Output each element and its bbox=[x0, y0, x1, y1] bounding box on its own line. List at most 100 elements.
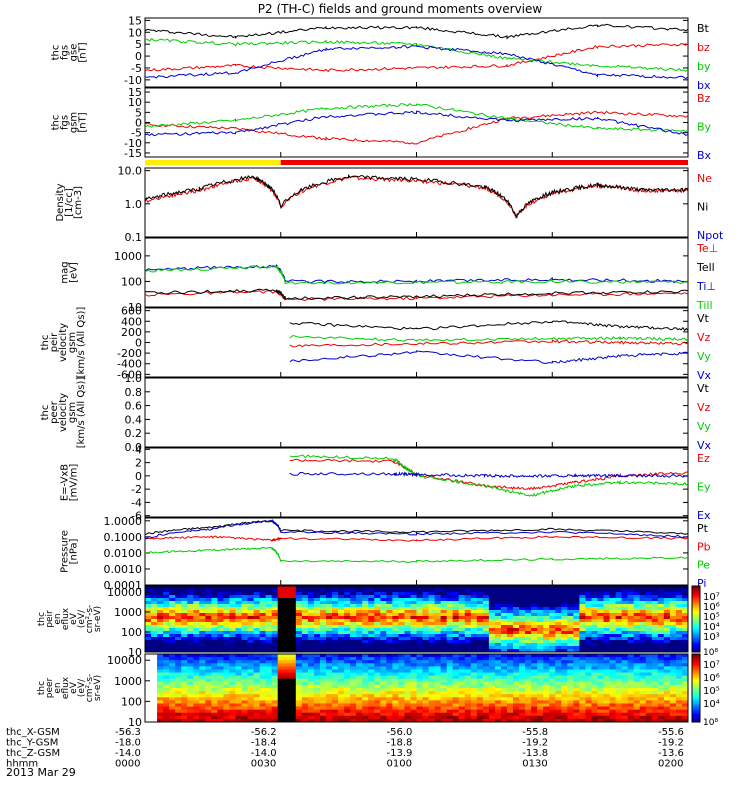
spectrogram-cell bbox=[452, 649, 460, 653]
spectrogram-cell bbox=[350, 654, 357, 658]
spectrogram-cell bbox=[410, 672, 417, 677]
spectrogram-cell bbox=[229, 643, 236, 647]
spectrogram-cell bbox=[537, 616, 544, 620]
spectrogram-cell bbox=[289, 684, 297, 689]
spectrogram-cell bbox=[199, 622, 206, 626]
spectrogram-cell bbox=[585, 634, 592, 638]
spectrogram-cell bbox=[362, 700, 369, 704]
spectrogram-cell bbox=[591, 643, 598, 647]
spectrogram-cell bbox=[326, 678, 333, 683]
x-tick-label: -18.8 bbox=[387, 738, 413, 749]
spectrogram-cell bbox=[416, 631, 424, 635]
spectrogram-cell bbox=[579, 628, 586, 632]
spectrogram-cell bbox=[585, 592, 592, 596]
spectrogram-cell bbox=[458, 613, 466, 617]
spectrogram-cell bbox=[488, 628, 496, 632]
spectrogram-cell bbox=[519, 669, 526, 674]
spectrogram-cell bbox=[374, 657, 381, 661]
spectrogram-cell bbox=[265, 643, 273, 647]
spectrogram-cell bbox=[374, 595, 381, 599]
spectrogram-cell bbox=[217, 718, 224, 723]
spectrogram-cell bbox=[241, 681, 249, 686]
spectrogram-cell bbox=[500, 684, 508, 689]
spectrogram-cell bbox=[386, 697, 393, 701]
spectrogram-cell bbox=[326, 607, 333, 611]
spectrogram-cell bbox=[470, 595, 478, 599]
spectrogram-cell bbox=[458, 625, 466, 629]
spectrogram-cell bbox=[259, 706, 267, 711]
spectrogram-cell bbox=[482, 691, 490, 695]
spectrogram-cell bbox=[519, 691, 526, 695]
spectrogram-cell bbox=[199, 675, 206, 680]
spectrogram-cell bbox=[283, 663, 291, 667]
spectrogram-cell bbox=[169, 675, 176, 680]
spectrogram-cell bbox=[639, 691, 647, 695]
spectrogram-cell bbox=[289, 657, 297, 661]
spectrogram-cell bbox=[633, 715, 641, 720]
spectrogram-cell bbox=[633, 631, 641, 635]
spectrogram-cell bbox=[410, 706, 417, 711]
spectrogram-cell bbox=[307, 607, 315, 611]
spectrogram-cell bbox=[145, 631, 152, 635]
spectrogram-cell bbox=[253, 637, 261, 641]
spectrogram-cell bbox=[398, 625, 405, 629]
series-Vt-line bbox=[289, 320, 689, 332]
spectrogram-cell bbox=[422, 718, 430, 723]
spectrogram-cell bbox=[555, 700, 562, 704]
spectrogram-cell bbox=[151, 703, 158, 708]
spectrogram-cell bbox=[621, 589, 629, 593]
spectrogram-cell bbox=[289, 675, 297, 680]
spectrogram-cell bbox=[416, 613, 424, 617]
spectrogram-cell bbox=[416, 706, 424, 711]
legend-By: By bbox=[697, 121, 712, 134]
spectrogram-cell bbox=[301, 688, 309, 692]
spectrogram-cell bbox=[362, 592, 369, 596]
spectrogram-cell bbox=[482, 672, 490, 677]
spectrogram-cell bbox=[398, 634, 405, 638]
spectrogram-cell bbox=[368, 622, 375, 626]
spectrogram-cell bbox=[398, 610, 405, 614]
spectrogram-cell bbox=[259, 709, 267, 714]
spectrogram-cell bbox=[229, 625, 236, 629]
legend-Vy: Vy bbox=[697, 420, 711, 433]
spectrogram-cell bbox=[428, 631, 436, 635]
spectrogram-cell bbox=[386, 625, 393, 629]
spectrogram-cell bbox=[163, 589, 170, 593]
spectrogram-cell bbox=[428, 718, 436, 723]
spectrogram-cell bbox=[567, 607, 574, 611]
spectrogram-cell bbox=[543, 598, 550, 602]
spectrogram-cell bbox=[537, 697, 544, 701]
spectrogram-cell bbox=[295, 681, 303, 686]
spectrogram-cell bbox=[271, 625, 279, 629]
spectrogram-cell bbox=[513, 628, 520, 632]
x-row-label: hhmm bbox=[6, 759, 38, 770]
spectrogram-cell bbox=[259, 625, 267, 629]
spectrogram-cell bbox=[645, 718, 653, 723]
spectrogram-cell bbox=[440, 691, 448, 695]
spectrogram-cell bbox=[301, 649, 309, 653]
spectrogram-cell bbox=[621, 637, 629, 641]
spectrogram-cell bbox=[543, 601, 550, 605]
spectrogram-cell bbox=[591, 637, 598, 641]
spectrogram-cell bbox=[289, 622, 297, 626]
spectrogram-cell bbox=[675, 613, 683, 617]
spectrogram-cell bbox=[265, 700, 273, 704]
spectrogram-cell bbox=[229, 646, 236, 650]
spectrogram-cell bbox=[392, 660, 399, 664]
spectrogram-cell bbox=[193, 706, 200, 711]
spectrogram-cell bbox=[531, 604, 538, 608]
spectrogram-cell bbox=[301, 640, 309, 644]
spectrogram-cell bbox=[428, 634, 436, 638]
spectrogram-cell bbox=[555, 684, 562, 689]
spectrogram-cell bbox=[440, 616, 448, 620]
spectrogram-cell bbox=[313, 625, 321, 629]
spectrogram-cell bbox=[193, 637, 200, 641]
spectrogram-cell bbox=[470, 657, 478, 661]
spectrogram-cell bbox=[627, 640, 635, 644]
spectrogram-cell bbox=[657, 694, 665, 698]
spectrogram-cell bbox=[247, 709, 255, 714]
spectrogram-cell bbox=[615, 589, 623, 593]
spectrogram-cell bbox=[283, 691, 291, 695]
spectrogram-cell bbox=[283, 607, 291, 611]
spectrogram-cell bbox=[392, 616, 399, 620]
